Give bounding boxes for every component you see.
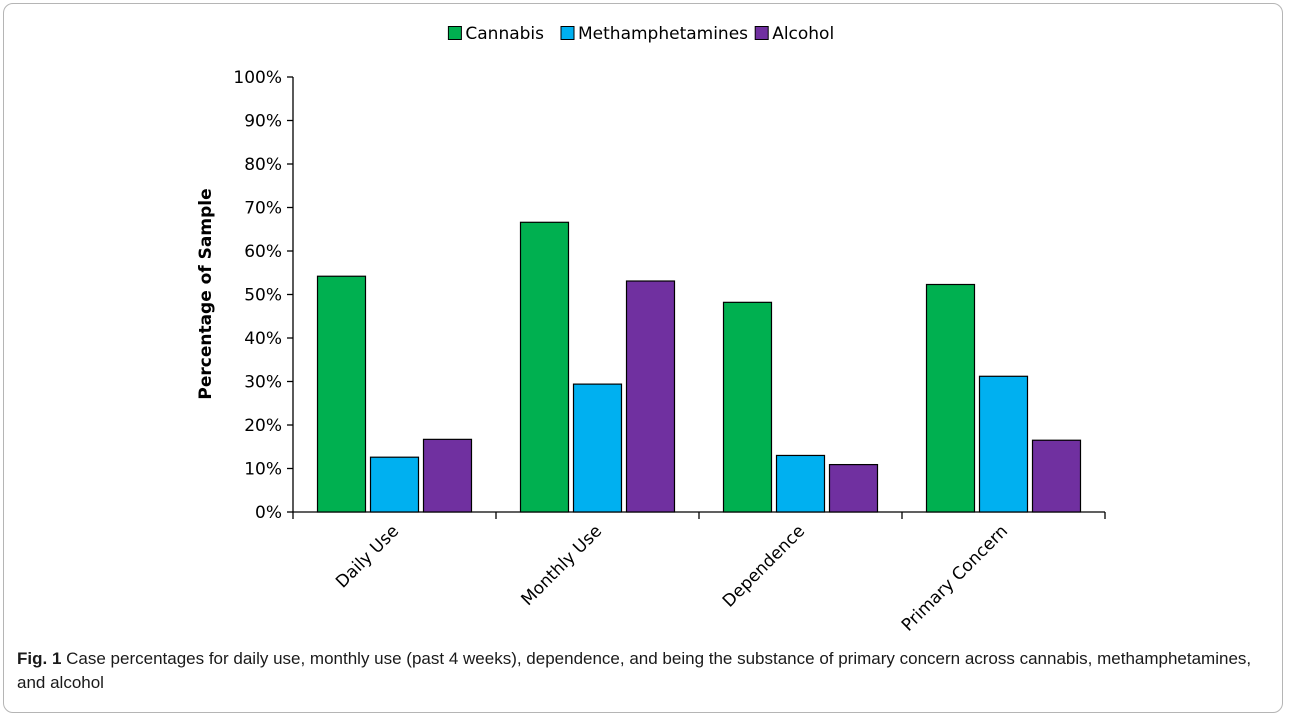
- bar: [925, 283, 976, 513]
- y-tick-label: 70%: [244, 199, 282, 219]
- bar: [1031, 439, 1082, 513]
- y-tick-label: 90%: [244, 112, 282, 132]
- x-axis: Daily Use Monthly Use Dependence Primary Co…: [292, 511, 1106, 636]
- y-tick-label: 30%: [244, 373, 282, 393]
- x-tick-label: Primary Concern: [898, 521, 1012, 635]
- legend-label: Alcohol: [772, 24, 834, 44]
- y-tick-label: 60%: [244, 242, 282, 262]
- y-tick-label: 20%: [244, 416, 282, 436]
- caption-label: Fig. 1: [17, 649, 62, 668]
- bar: [775, 454, 826, 513]
- y-tick-label: 100%: [233, 68, 282, 88]
- bars: [316, 221, 1082, 513]
- bar: [828, 463, 879, 513]
- y-tick-label: 80%: [244, 155, 282, 175]
- bar: [422, 438, 473, 513]
- legend: Cannabis Methamphetamines Alcohol: [447, 24, 834, 44]
- bar: [625, 280, 676, 513]
- y-tick-label: 10%: [244, 460, 282, 480]
- y-tick-label: 0%: [255, 503, 282, 523]
- legend-label: Cannabis: [465, 24, 544, 44]
- legend-swatch: [447, 26, 462, 40]
- y-axis: 0% 10% 20% 30% 40% 50% 60% 70% 80% 90% 100%: [233, 68, 294, 523]
- bar: [316, 275, 367, 513]
- bar: [519, 221, 570, 513]
- bar: [722, 301, 773, 513]
- x-tick-label: Dependence: [719, 521, 809, 611]
- bar: [572, 383, 623, 513]
- legend-swatch: [560, 26, 575, 40]
- caption-text: Case percentages for daily use, monthly …: [17, 649, 1252, 692]
- x-tick-label: Monthly Use: [517, 521, 606, 610]
- x-tick-label: Daily Use: [332, 521, 403, 592]
- y-tick-label: 40%: [244, 329, 282, 349]
- bar: [978, 375, 1029, 513]
- y-axis-title: Percentage of Sample: [196, 188, 216, 399]
- figure-caption: Fig. 1 Case percentages for daily use, m…: [17, 647, 1267, 695]
- bar-chart: Cannabis Methamphetamines Alcohol 0% 10% 20%…: [196, 24, 1106, 636]
- bar: [369, 456, 420, 513]
- legend-label: Methamphetamines: [578, 24, 748, 44]
- legend-swatch: [754, 26, 769, 40]
- y-tick-label: 50%: [244, 286, 282, 306]
